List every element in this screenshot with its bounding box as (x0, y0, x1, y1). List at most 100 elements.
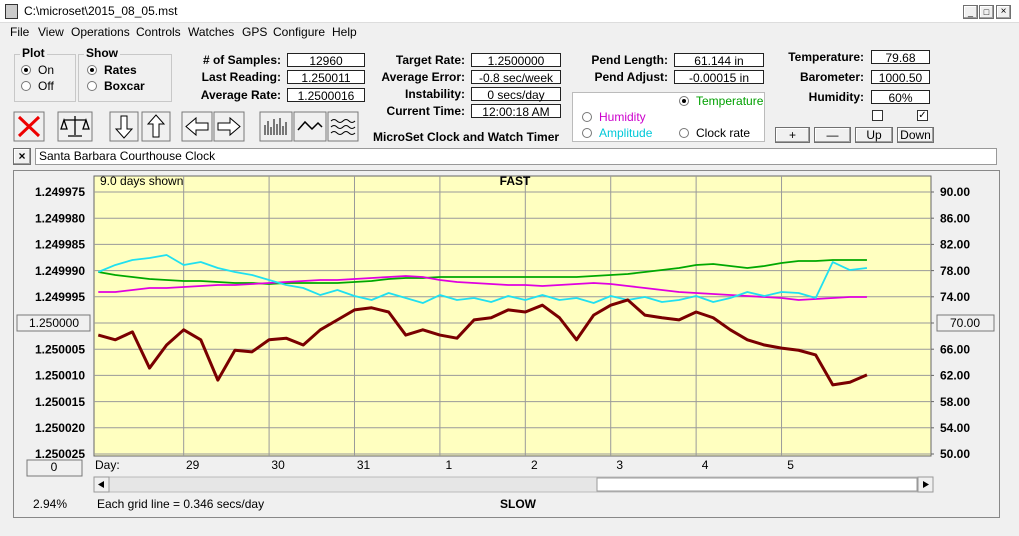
y2-tick-label: 90.00 (940, 185, 970, 199)
histogram-button[interactable] (259, 111, 293, 142)
grid-note: Each grid line = 0.346 secs/day (97, 497, 264, 511)
field-value: -0.00015 in (674, 70, 764, 85)
left-button[interactable] (181, 111, 213, 142)
y-tick-label: 1.250025 (35, 447, 85, 461)
menu-item[interactable]: Watches (188, 25, 235, 39)
scrollbar[interactable] (93, 476, 934, 493)
y-tick-label: 1.250020 (35, 421, 85, 435)
series-line (98, 259, 867, 285)
x-tick-label: 1 (446, 458, 453, 472)
x-tick-label: 5 (787, 458, 794, 472)
plot-area (93, 175, 932, 457)
radio[interactable] (679, 128, 689, 138)
adjust-button[interactable]: — (814, 127, 851, 143)
clear-button[interactable] (13, 111, 45, 142)
multiwave-button[interactable] (327, 111, 359, 142)
radio[interactable] (87, 65, 97, 75)
radio[interactable] (21, 81, 31, 91)
clear-name-button[interactable]: × (13, 148, 31, 165)
field-value: 61.144 in (674, 53, 764, 68)
offset-value: 0 (51, 460, 58, 474)
option-label: Boxcar (104, 79, 145, 93)
checkbox[interactable] (872, 110, 883, 121)
window-title: C:\microset\2015_08_05.mst (24, 4, 178, 18)
x-tick-label: 30 (271, 458, 285, 472)
plot-group (14, 54, 76, 102)
field-value: 1.250011 (287, 70, 365, 85)
field-label: Pend Length: (591, 53, 668, 67)
y2-tick-label: 58.00 (940, 395, 970, 409)
field-label: Instability: (404, 87, 465, 101)
maximize-button[interactable]: □ (979, 5, 994, 19)
x-axis-label: Day: (95, 458, 120, 472)
radio[interactable] (582, 112, 592, 122)
adjust-button[interactable]: + (775, 127, 810, 143)
radio[interactable] (21, 65, 31, 75)
y-tick-label: 1.250005 (35, 342, 85, 356)
y2-tick-label: 82.00 (940, 238, 970, 252)
app-icon (5, 4, 18, 19)
up-button[interactable] (141, 111, 171, 142)
field-value: 12:00:18 AM (471, 104, 561, 119)
field-value: 0 secs/day (471, 87, 561, 102)
menu-item[interactable]: View (38, 25, 64, 39)
close-button[interactable]: × (996, 5, 1011, 19)
field-label: Target Rate: (395, 53, 465, 67)
minimize-button[interactable]: _ (963, 5, 978, 19)
field-label: Pend Adjust: (594, 70, 668, 84)
y-tick-label: 1.249995 (35, 290, 85, 304)
app-title: MicroSet Clock and Watch Timer (373, 130, 560, 144)
option-label: Rates (104, 63, 137, 77)
calibrate-button[interactable] (57, 111, 93, 142)
slow-label: SLOW (500, 497, 537, 511)
y-tick-label: 1.249990 (35, 264, 85, 278)
zoom-percent: 2.94% (33, 497, 67, 511)
fast-label: FAST (500, 174, 531, 188)
y2-tick-label: 74.00 (940, 290, 970, 304)
y2-tick-label: 62.00 (940, 369, 970, 383)
adjust-button[interactable]: Up (855, 127, 893, 143)
checkbox[interactable]: ✓ (917, 110, 928, 121)
field-label: Last Reading: (201, 70, 281, 84)
offset-button[interactable] (26, 459, 83, 477)
y-tick-label: 1.250010 (35, 369, 85, 383)
x-tick-label: 29 (186, 458, 200, 472)
menu-item[interactable]: Configure (273, 25, 326, 39)
y-tick-label: 1.250000 (29, 316, 79, 330)
series-selector (572, 92, 765, 142)
menu-item[interactable]: File (10, 25, 30, 39)
menu-item[interactable]: Operations (71, 25, 130, 39)
radio[interactable] (87, 81, 97, 91)
field-value: -0.8 sec/week (471, 70, 561, 85)
field-label: # of Samples: (202, 53, 281, 67)
y2-tick-label: 78.00 (940, 264, 970, 278)
group-title: Show (84, 46, 120, 60)
field-value: 1.2500016 (287, 88, 365, 103)
legend-label: Temperature (696, 94, 764, 108)
group-title: Plot (20, 46, 47, 60)
menu-item[interactable]: Controls (136, 25, 181, 39)
down-button[interactable] (109, 111, 139, 142)
field-label: Barometer: (799, 70, 864, 84)
adjust-button[interactable]: Down (897, 127, 934, 143)
legend-label: Clock rate (696, 126, 751, 140)
wave-button[interactable] (293, 111, 327, 142)
series-line (97, 254, 868, 304)
y-tick-label: 1.249980 (35, 211, 85, 225)
y2-tick-label: 66.00 (940, 342, 970, 356)
field-value: 79.68 (871, 50, 930, 65)
menu-item[interactable]: Help (332, 25, 357, 39)
option-label: Off (38, 79, 54, 93)
radio[interactable] (679, 96, 689, 106)
radio[interactable] (582, 128, 592, 138)
option-label: On (38, 63, 55, 77)
title-bar: C:\microset\2015_08_05.mst _ □ × (0, 0, 1019, 23)
field-value: 60% (871, 90, 930, 105)
clock-name-input[interactable]: Santa Barbara Courthouse Clock (35, 148, 997, 165)
menu-item[interactable]: GPS (242, 25, 268, 39)
legend-label: Amplitude (599, 126, 653, 140)
field-value: 1.2500000 (471, 53, 561, 68)
field-label: Current Time: (386, 104, 465, 118)
right-button[interactable] (213, 111, 245, 142)
